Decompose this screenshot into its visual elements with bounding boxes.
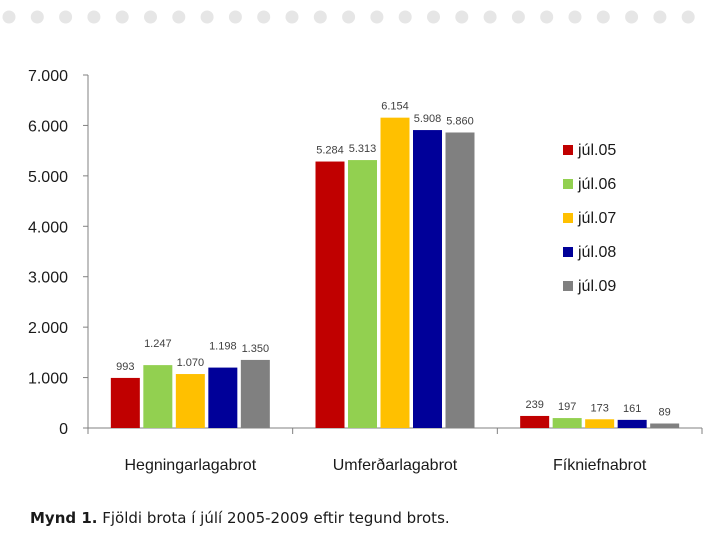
y-tick-label: 0 <box>59 421 68 438</box>
decorative-dot <box>285 10 299 24</box>
bar <box>315 161 345 428</box>
decorative-dot <box>313 10 327 24</box>
legend-swatch <box>563 179 573 189</box>
decorative-dot <box>342 10 356 24</box>
decorative-dot <box>144 10 157 24</box>
bar <box>240 359 270 428</box>
chart-data-labels: 993 1.247 1.070 1.198 1.350 5.284 5.313 6.154 5.… <box>116 101 671 419</box>
data-label: 5.860 <box>446 115 474 127</box>
data-label: 5.908 <box>414 113 442 125</box>
data-label: 161 <box>623 403 641 415</box>
decorative-dot <box>427 10 440 24</box>
bar <box>445 132 475 428</box>
bar <box>175 374 205 428</box>
bar <box>380 117 410 429</box>
y-tick-label: 2.000 <box>28 320 68 337</box>
y-tick-label: 3.000 <box>28 270 68 287</box>
figure-caption: Mynd 1. Fjöldi brota í júlí 2005-2009 ef… <box>30 509 450 527</box>
legend-swatch <box>563 213 573 223</box>
bar <box>650 423 680 428</box>
decorative-dot <box>228 10 242 24</box>
decorative-dot <box>653 10 667 24</box>
bar <box>520 415 550 428</box>
x-category-label: Umferðarlagabrot <box>333 457 458 474</box>
bar <box>348 160 377 428</box>
legend-label: júl.09 <box>577 278 616 295</box>
data-label: 239 <box>525 399 543 411</box>
y-tick-label: 5.000 <box>28 169 68 186</box>
decorative-dot <box>59 10 73 24</box>
legend-label: júl.08 <box>577 244 616 261</box>
decorative-dot <box>115 10 129 24</box>
bar <box>413 130 442 428</box>
decorative-dot <box>681 10 695 24</box>
legend-swatch <box>563 247 573 257</box>
decorative-dot <box>257 10 271 24</box>
caption-text: Fjöldi brota í júlí 2005-2009 eftir tegu… <box>102 509 450 527</box>
decorative-dot <box>568 10 582 24</box>
chart-legend: júl.05 júl.06 júl.07 júl.08 júl.09 <box>563 142 616 295</box>
y-tick-label: 6.000 <box>28 118 68 135</box>
bar <box>143 365 173 428</box>
data-label: 1.070 <box>177 357 205 369</box>
bar <box>110 377 140 428</box>
chart-bars <box>110 117 680 429</box>
data-label: 6.154 <box>381 101 409 113</box>
decorative-dot <box>455 10 469 24</box>
data-label: 993 <box>116 361 134 373</box>
legend-label: júl.06 <box>577 176 616 193</box>
decorative-dot <box>30 10 44 24</box>
y-tick-label: 4.000 <box>28 219 68 236</box>
decorative-dot <box>540 10 554 24</box>
data-label: 5.284 <box>316 145 344 157</box>
decorative-dot <box>625 10 639 24</box>
decorative-dot <box>596 10 610 24</box>
bar <box>585 419 615 428</box>
bar <box>552 418 582 428</box>
decorative-dot <box>398 10 412 24</box>
legend-swatch <box>563 145 573 155</box>
data-label: 89 <box>659 407 671 419</box>
bar <box>617 419 647 428</box>
bar <box>208 367 238 428</box>
decorative-dot-border <box>2 10 695 24</box>
data-label: 1.350 <box>242 343 270 355</box>
decorative-dot <box>511 10 525 24</box>
x-category-label: Fíkniefnabrot <box>553 457 647 474</box>
data-label: 173 <box>590 402 608 414</box>
legend-label: júl.07 <box>577 210 616 227</box>
data-label: 1.247 <box>144 338 172 350</box>
decorative-dot <box>200 10 214 24</box>
data-label: 197 <box>558 401 576 413</box>
data-label: 5.313 <box>349 143 377 155</box>
decorative-dot <box>172 10 186 24</box>
decorative-dot <box>483 10 497 24</box>
bar-chart: 0 1.000 2.000 3.000 4.000 5.000 6.000 7.000 Hegn… <box>28 68 703 474</box>
x-category-label: Hegningarlagabrot <box>125 457 257 474</box>
y-tick-label: 1.000 <box>28 371 68 388</box>
legend-swatch <box>563 281 573 291</box>
caption-label: Mynd 1. <box>30 509 98 527</box>
y-tick-label: 7.000 <box>28 68 68 85</box>
legend-label: júl.05 <box>577 142 616 159</box>
data-label: 1.198 <box>209 341 237 353</box>
chart-axes: 0 1.000 2.000 3.000 4.000 5.000 6.000 7.000 Hegn… <box>28 68 703 474</box>
decorative-dot <box>2 10 16 24</box>
decorative-dot <box>370 10 384 24</box>
decorative-dot <box>87 10 101 24</box>
